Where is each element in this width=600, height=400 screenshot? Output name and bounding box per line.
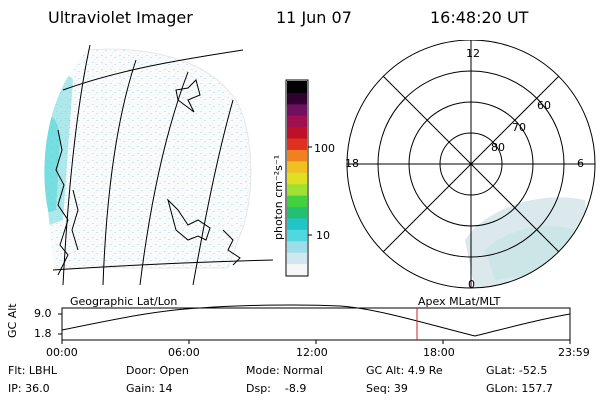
info-seq: Seq: 39 (366, 382, 408, 395)
lat-label-60: 60 (537, 99, 551, 112)
strip-xtick-1800: 18:00 (423, 346, 455, 359)
polar-plot (346, 40, 596, 289)
colorbar-segment (287, 160, 307, 173)
lat-label-80: 80 (491, 141, 505, 154)
colorbar-segment (287, 138, 307, 150)
strip-xtick-0600: 06:00 (168, 346, 200, 359)
time-label: 16:48:20 UT (430, 8, 529, 27)
strip-xtick-0000: 00:00 (46, 346, 78, 359)
info-door: Door: Open (126, 364, 189, 377)
info-glon: GLon: 157.7 (486, 382, 553, 395)
geographic-image-panel (44, 44, 274, 286)
colorbar-segment (287, 149, 307, 162)
geographic-caption: Geographic Lat/Lon (70, 295, 178, 308)
colorbar-segment (287, 115, 307, 128)
colorbar-unit-label: photon cm⁻²s⁻¹ (272, 154, 285, 240)
strip-ytick-9: 9.0 (34, 307, 52, 320)
colorbar-segment (287, 206, 307, 219)
colorbar-tick-100: 100 (314, 142, 335, 155)
info-gc-alt: GC Alt: 4.9 Re (366, 364, 443, 377)
colorbar-segment (287, 229, 307, 242)
info-dsp: Dsp: -8.9 (246, 382, 307, 395)
colorbar-segment (287, 263, 307, 276)
info-gain: Gain: 14 (126, 382, 173, 395)
date-label: 11 Jun 07 (276, 8, 352, 27)
colorbar-tick-10: 10 (316, 229, 330, 242)
mlt-label-0: 0 (468, 278, 475, 291)
colorbar-segment (287, 81, 307, 93)
colorbar-segment (287, 183, 307, 196)
colorbar-segment (287, 172, 307, 185)
strip-xtick-2359: 23:59 (558, 346, 590, 359)
strip-xtick-1200: 12:00 (296, 346, 328, 359)
info-glat: GLat: -52.5 (486, 364, 548, 377)
colorbar-segment (287, 217, 307, 230)
altitude-strip (58, 304, 571, 344)
mlt-label-12: 12 (466, 47, 480, 60)
colorbar (285, 79, 312, 277)
info-mode: Mode: Normal (246, 364, 323, 377)
lat-label-70: 70 (512, 121, 526, 134)
mlt-label-6: 6 (577, 157, 584, 170)
colorbar-segment (287, 92, 307, 105)
colorbar-segment (287, 252, 307, 265)
strip-ylabel: GC Alt (6, 303, 19, 338)
strip-ytick-1-8: 1.8 (34, 327, 52, 340)
info-ip: IP: 36.0 (8, 382, 50, 395)
colorbar-segment (287, 103, 307, 116)
colorbar-segment (287, 195, 307, 208)
instrument-title: Ultraviolet Imager (48, 8, 193, 27)
apex-caption: Apex MLat/MLT (418, 295, 501, 308)
info-filter: Flt: LBHL (8, 364, 57, 377)
colorbar-segment (287, 126, 307, 139)
colorbar-segment (287, 240, 307, 253)
mlt-label-18: 18 (345, 157, 359, 170)
